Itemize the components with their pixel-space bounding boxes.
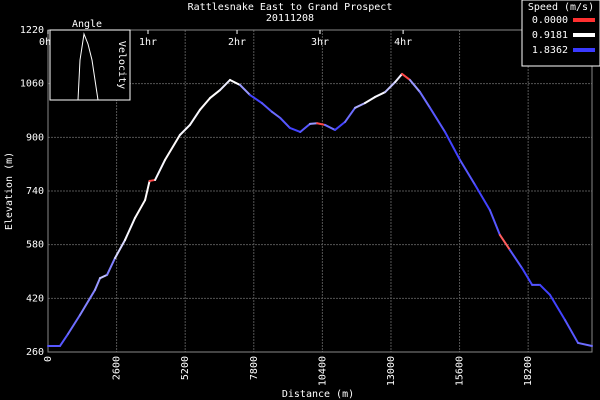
- legend-swatch: [573, 18, 595, 22]
- elevation-segment: [229, 78, 242, 87]
- legend-label: 0.0000: [532, 15, 568, 26]
- elevation-segment: [188, 108, 201, 126]
- legend-swatch: [573, 48, 595, 52]
- elevation-segment: [459, 159, 477, 186]
- elevation-segment: [384, 80, 397, 94]
- elevation-segment: [539, 283, 552, 296]
- elevation-segment: [67, 314, 81, 335]
- elevation-segment: [288, 126, 302, 133]
- time-tick-label: 4hr: [394, 37, 412, 48]
- elevation-segment: [354, 102, 366, 109]
- legend-label: 0.9181: [532, 30, 568, 41]
- elevation-segment: [308, 122, 319, 125]
- inset-side-clip: Velocity: [116, 41, 127, 89]
- elevation-segment: [114, 238, 127, 260]
- elevation-segment: [134, 199, 147, 219]
- elevation-segment: [239, 84, 252, 97]
- inset-frame: [49, 29, 131, 101]
- elevation-segment: [549, 293, 567, 322]
- x-tick-label: 2600: [112, 356, 123, 380]
- elevation-segment: [316, 122, 327, 126]
- elevation-segment: [93, 277, 101, 291]
- elevation-segment: [219, 78, 232, 92]
- y-tick-label: 740: [26, 186, 44, 197]
- x-tick-label: 0: [43, 356, 54, 362]
- x-tick-label: 13000: [386, 356, 397, 386]
- elevation-segment: [474, 183, 491, 212]
- time-tick-label: 0hr: [39, 37, 57, 48]
- x-tick-label: 5200: [180, 356, 191, 380]
- elevation-segment: [208, 89, 222, 100]
- x-tick-label: 15600: [455, 356, 466, 386]
- legend: Speed (m/s) 0.0000 0.9181 1.8362: [521, 0, 600, 67]
- elevation-segment: [324, 123, 337, 131]
- elevation-segment: [154, 159, 166, 181]
- legend-label: 1.8362: [532, 45, 568, 56]
- elevation-segment: [363, 96, 376, 105]
- elevation-segment: [59, 332, 70, 347]
- elevation-segment: [508, 249, 524, 270]
- elevation-segment: [564, 319, 580, 344]
- elevation-segment: [299, 122, 311, 133]
- chart-subtitle: 20111208: [266, 13, 314, 24]
- elevation-segment: [106, 257, 117, 276]
- x-tick-label: 7800: [249, 356, 260, 380]
- x-tick-label: 18200: [523, 356, 534, 386]
- inset: Angle Velocity: [49, 19, 131, 101]
- elevation-segment: [163, 133, 181, 162]
- elevation-segment: [418, 91, 432, 109]
- elevation-segment: [521, 267, 534, 286]
- elevation-segment: [270, 110, 282, 119]
- legend-swatch: [573, 33, 595, 37]
- elevation-segment: [444, 130, 462, 162]
- elevation-segment: [178, 123, 191, 136]
- time-tick-label: 2hr: [228, 37, 246, 48]
- elevation-segment: [373, 91, 387, 99]
- inset-side-label: Velocity: [116, 41, 127, 89]
- elevation-segment: [408, 78, 421, 94]
- inset-curve: [77, 32, 99, 101]
- y-tick-label: 580: [26, 240, 44, 251]
- time-tick-label: 1hr: [139, 37, 157, 48]
- inset-title: Angle: [72, 19, 102, 30]
- elevation-segment: [98, 273, 109, 280]
- time-tick-label: 3hr: [311, 37, 329, 48]
- elevation-segment: [488, 209, 501, 236]
- elevation-segment: [144, 179, 151, 202]
- chart-title: Rattlesnake East to Grand Prospect: [188, 2, 393, 13]
- elevation-segment: [279, 116, 291, 129]
- elevation-segment: [344, 106, 357, 123]
- x-axis-label: Distance (m): [282, 389, 354, 400]
- y-tick-label: 260: [26, 347, 44, 358]
- y-tick-label: 1060: [20, 79, 44, 90]
- y-tick-label: 420: [26, 293, 44, 304]
- elevation-segment: [577, 341, 593, 347]
- y-tick-label: 900: [26, 132, 44, 143]
- elevation-segment: [198, 97, 211, 111]
- y-axis-label: Elevation (m): [4, 152, 15, 230]
- y-tick-label: 1220: [20, 25, 44, 36]
- elevation-segment: [78, 288, 96, 317]
- elevation-segment: [334, 120, 347, 131]
- elevation-segment: [401, 72, 411, 81]
- legend-title: Speed (m/s): [528, 2, 594, 13]
- elevation-segment: [260, 102, 273, 113]
- elevation-segment: [498, 233, 511, 252]
- elevation-segment: [394, 72, 404, 83]
- x-tick-label: 10400: [317, 356, 328, 386]
- elevation-segment: [429, 106, 447, 133]
- elevation-segment: [249, 94, 263, 105]
- elevation-segment: [124, 216, 137, 241]
